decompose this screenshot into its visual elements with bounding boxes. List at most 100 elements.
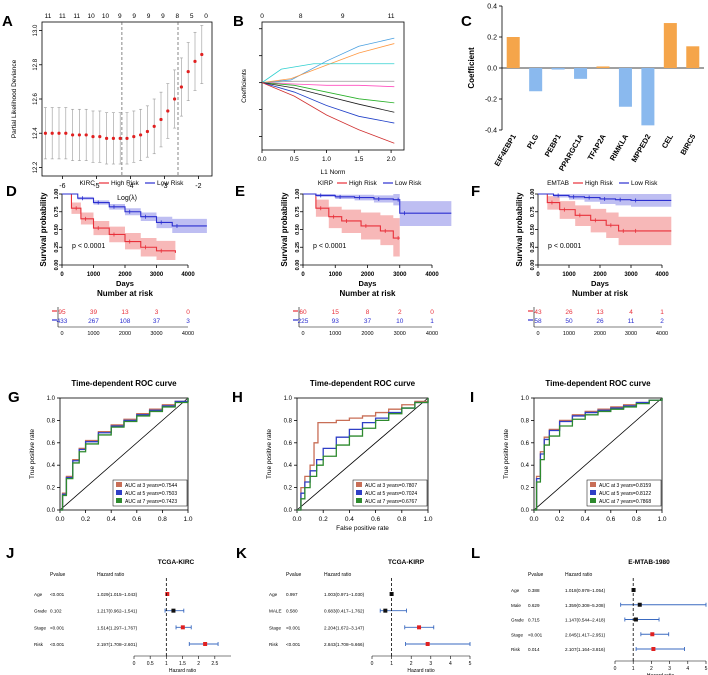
x-tick-label: 0.8 [158, 516, 167, 523]
x-tick-label: 0.6 [371, 516, 380, 523]
x-tick-label: -5 [93, 183, 99, 190]
legend-swatch [116, 498, 122, 503]
top-count-label: 8 [175, 13, 179, 20]
y-tick-label: 0.8 [47, 418, 56, 424]
x-tick-label: 0.6 [132, 516, 141, 523]
panel-label-l: L [471, 545, 480, 562]
x-tick-label: 4000 [181, 272, 195, 278]
x-tick-label: 4 [449, 661, 452, 667]
risk-count: 13 [121, 309, 129, 316]
top-count-label: 9 [132, 13, 136, 20]
x-tick-label: 0.2 [319, 516, 328, 523]
hr-column-header: Hazard ratio [97, 572, 124, 578]
risk-table-title: Number at risk [339, 289, 396, 298]
panel-label-e: E [235, 183, 245, 200]
coef-path [261, 82, 395, 113]
risk-count: 4 [629, 309, 633, 316]
variable-hr: 2.204(1.672–3.147) [324, 625, 365, 630]
top-axis-label: 11 [388, 13, 395, 20]
variable-pvalue: <0.001 [50, 592, 65, 597]
risk-table-title: Number at risk [97, 289, 154, 298]
hazard-ratio-point [637, 602, 642, 607]
legend-swatch [356, 490, 362, 495]
diagonal [296, 397, 429, 511]
risk-x-tick-label: 2000 [594, 331, 606, 337]
risk-x-tick-label: 4000 [656, 331, 668, 337]
x-tick-label: 0.4 [107, 516, 116, 523]
strata-title: KIRC [79, 180, 95, 187]
deviance-point [71, 133, 75, 137]
risk-x-tick-label: 3000 [625, 331, 637, 337]
forest-title: TCGA-KIRP [388, 559, 425, 566]
x-tick-label: 4000 [655, 272, 669, 278]
x-tick-label: 3 [429, 661, 432, 667]
risk-x-tick-label: 3000 [394, 331, 406, 337]
y-tick-label: 0.4 [487, 4, 497, 11]
coef-path [261, 63, 395, 83]
variable-pvalue: <0.001 [286, 625, 301, 630]
strata-title: EMTAB [547, 180, 569, 187]
deviance-point [179, 85, 183, 89]
y-tick-label: 1.00 [295, 189, 301, 200]
risk-count: 225 [298, 318, 309, 325]
legend-swatch [590, 482, 596, 487]
x-tick-label: 0.0 [55, 516, 64, 523]
variable-pvalue: <0.001 [528, 632, 543, 637]
risk-count: 1 [660, 309, 664, 316]
risk-count: 3 [155, 309, 159, 316]
legend-swatch [116, 490, 122, 495]
roc-title: Time-dependent ROC curve [545, 379, 651, 388]
risk-count: 0 [186, 309, 190, 316]
variable-name: Age [269, 592, 278, 597]
coef-bar [551, 68, 565, 70]
risk-x-tick-label: 2000 [361, 331, 373, 337]
x-tick-label: 2 [410, 661, 413, 667]
deviance-point [64, 131, 68, 135]
survival-curve [62, 193, 207, 227]
top-count-label: 11 [45, 13, 52, 20]
variable-pvalue: 0.580 [286, 609, 298, 614]
top-axis-label: 9 [341, 13, 345, 20]
variable-hr: 1.217(0.962–1.541) [97, 609, 138, 614]
variable-hr: 0.683(0.417–1.762) [324, 609, 365, 614]
deviance-point [105, 136, 109, 140]
risk-x-tick-label: 4000 [182, 331, 194, 337]
y-axis-label: True positive rate [503, 429, 510, 479]
legend-entry: AUC at 7 years=0.7423 [125, 499, 177, 505]
deviance-point [159, 117, 163, 122]
x-axis-label: Days [116, 279, 134, 288]
x-tick-label: 0.5 [147, 661, 154, 667]
panel-label-i: I [470, 389, 474, 406]
roc-curve [297, 398, 429, 511]
survival-curve [303, 193, 452, 214]
x-tick-label: 4 [686, 666, 689, 672]
x-tick-label: 3000 [150, 272, 164, 278]
risk-count: 0 [430, 309, 434, 316]
risk-x-tick-label: 0 [301, 331, 304, 337]
variable-pvalue: 0.014 [528, 647, 540, 652]
variable-name: Grade [511, 618, 524, 623]
coef-bar [686, 46, 700, 68]
coef-path [261, 82, 395, 88]
panel-label-a: A [2, 13, 13, 30]
y-tick-label: 1.00 [54, 189, 60, 200]
y-tick-label: 0.00 [530, 260, 536, 271]
y-tick-label: 0.75 [530, 206, 536, 217]
x-tick-label: 0.4 [581, 516, 590, 523]
top-count-label: 10 [102, 13, 110, 20]
y-tick-label: 0.8 [284, 418, 293, 424]
y-tick-label: 0.4 [521, 463, 530, 469]
risk-table-title: Number at risk [572, 289, 629, 298]
x-tick-label: 1 [632, 666, 635, 672]
x-tick-label: 0 [536, 272, 540, 278]
y-tick-label: 0.4 [47, 463, 56, 469]
risk-count: 10 [396, 318, 404, 325]
x-tick-label: 3000 [624, 272, 638, 278]
ci-band [62, 194, 176, 263]
coef-path [261, 82, 395, 104]
variable-pvalue: <0.001 [286, 642, 301, 647]
variable-name: Grade [34, 609, 47, 614]
legend-box [586, 479, 662, 507]
variable-hr: 2.107(1.164–3.816) [565, 647, 606, 652]
